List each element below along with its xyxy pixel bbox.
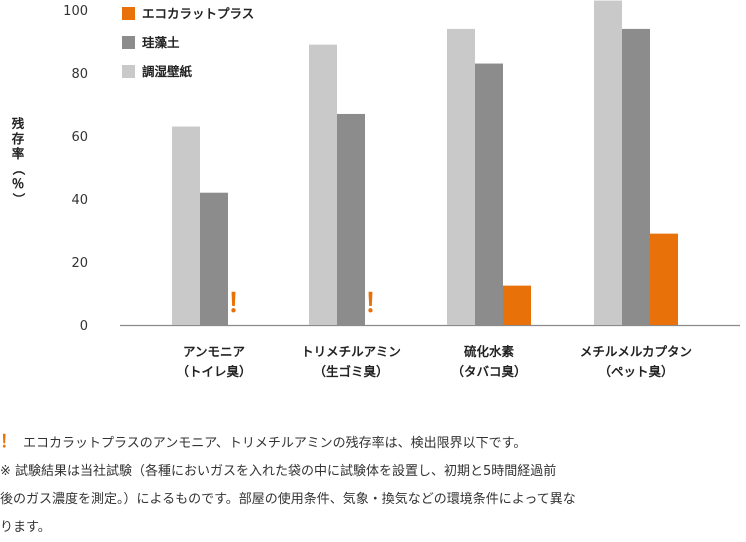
x-tick-label: トリメチルアミン	[301, 344, 401, 359]
y-tick-label: 60	[71, 130, 88, 145]
chart-notes: ！ エコカラットプラスのアンモニア、トリメチルアミンの残存率は、検出限界以下です。…	[0, 428, 746, 542]
bar	[622, 28, 650, 326]
below-detection-marker: ！	[227, 289, 253, 319]
x-tick-label: （ペット臭）	[598, 364, 673, 379]
detection-note-text: エコカラットプラスのアンモニア、トリメチルアミンの残存率は、検出限界以下です。	[23, 436, 527, 451]
y-axis-label: （	[11, 163, 26, 176]
y-tick-label: 80	[71, 67, 88, 82]
exclamation-icon: ！	[0, 432, 17, 452]
x-tick-label: 硫化水素	[464, 344, 515, 359]
bar	[503, 285, 531, 325]
bar	[309, 44, 337, 326]
bar	[594, 0, 622, 326]
test-note-line-2: 後のガス濃度を測定。）によるものです。部屋の使用条件、気象・換気などの環境条件に…	[0, 492, 576, 507]
y-axis-label: 残	[12, 116, 25, 131]
test-note-line-1: ※ 試験結果は当社試験（各種においガスを入れた袋の中に試験体を設置し、初期と5時…	[0, 464, 557, 479]
bar	[475, 63, 503, 326]
bar	[650, 233, 678, 325]
bar	[337, 113, 365, 325]
x-tick-label: メチルメルカプタン	[580, 344, 692, 359]
y-axis-label: 存	[11, 131, 25, 146]
legend-swatch	[122, 36, 135, 49]
legend-label: エコカラットプラス	[142, 6, 254, 21]
bar	[447, 28, 475, 326]
legend-swatch	[122, 7, 135, 20]
legend-swatch	[122, 65, 135, 78]
y-tick-label: 0	[80, 319, 88, 334]
detection-note: ！ エコカラットプラスのアンモニア、トリメチルアミンの残存率は、検出限界以下です。	[0, 428, 746, 458]
x-tick-label: （タバコ臭）	[451, 364, 526, 379]
bar-chart: 0 20 40 60 80 100 ！ アンモニア （トイレ臭） ！ トリメチルアミン （生ゴミ臭） 硫…	[11, 0, 740, 379]
x-tick-label: アンモニア	[183, 344, 245, 359]
x-tick-label: （生ゴミ臭）	[313, 364, 388, 379]
y-axis-label: 率	[12, 146, 25, 161]
bar	[200, 192, 228, 325]
y-axis-label: ％	[12, 176, 25, 191]
bar	[172, 126, 200, 325]
y-axis-label: ）	[11, 193, 26, 206]
test-note-line-3: ります。	[0, 520, 51, 535]
y-tick-label: 40	[71, 193, 88, 208]
y-tick-label: 100	[63, 4, 88, 19]
legend-label: 珪藻土	[142, 35, 180, 50]
below-detection-marker: ！	[364, 289, 390, 319]
y-tick-label: 20	[71, 256, 88, 271]
x-tick-label: （トイレ臭）	[176, 364, 251, 379]
legend-label: 調湿壁紙	[142, 64, 193, 79]
